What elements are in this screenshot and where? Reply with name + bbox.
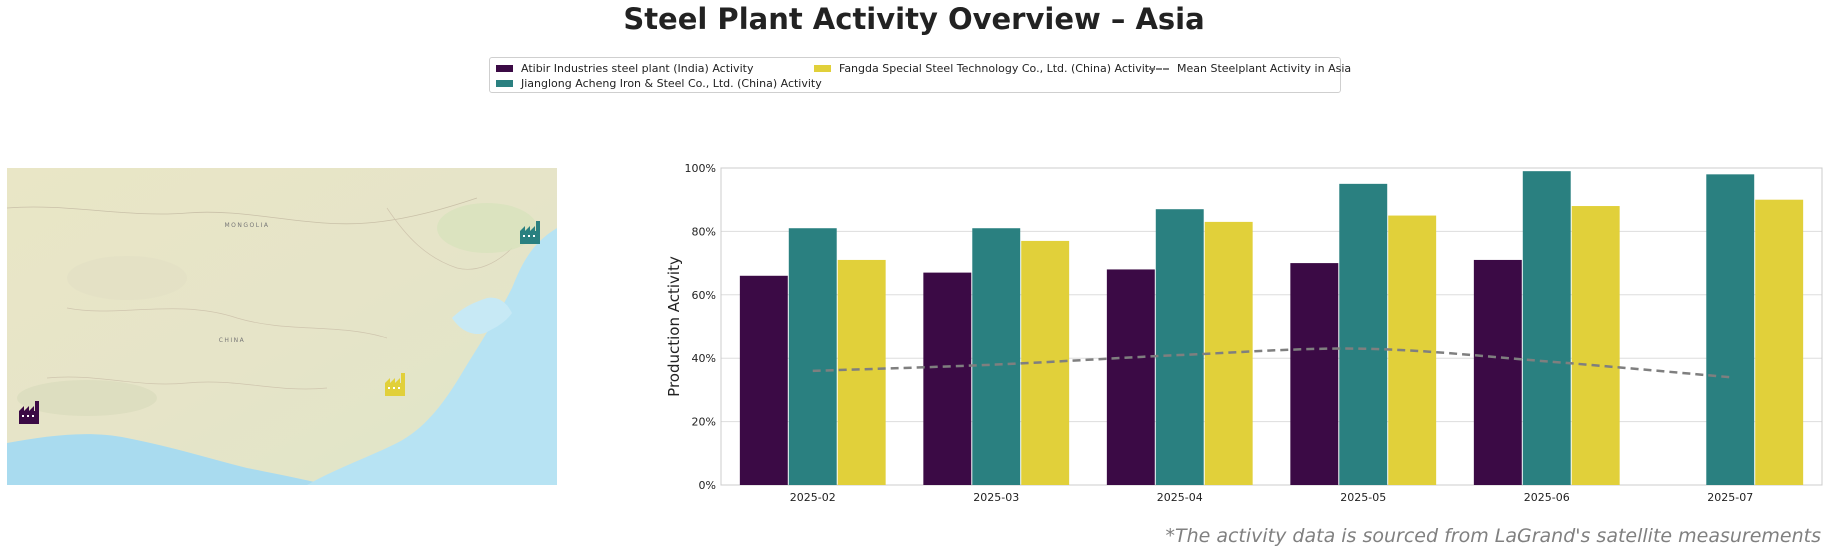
legend-swatch-mean xyxy=(1149,67,1169,70)
y-tick-label: 60% xyxy=(692,289,716,302)
x-tick-label: 2025-07 xyxy=(1707,491,1753,504)
map-label-china: CHINA xyxy=(219,337,246,344)
chart-legend: Atibir Industries steel plant (India) Ac… xyxy=(489,57,1351,93)
map-svg: MONGOLIA CHINA xyxy=(7,168,557,485)
legend-swatch-atibir xyxy=(496,65,513,72)
map-label-mongolia: MONGOLIA xyxy=(225,222,270,229)
factory-icon xyxy=(385,373,405,396)
legend-item-jianglong: Jianglong Acheng Iron & Steel Co., Ltd. … xyxy=(496,77,822,90)
map-terrain xyxy=(67,256,187,300)
bar xyxy=(1106,269,1155,485)
map-terrain xyxy=(17,380,157,416)
bar xyxy=(1021,240,1070,485)
map-bay-of-bengal xyxy=(7,434,327,485)
x-tick-label: 2025-06 xyxy=(1524,491,1570,504)
plant-location-map: MONGOLIA CHINA xyxy=(7,168,557,485)
legend-item-mean: Mean Steelplant Activity in Asia xyxy=(1149,62,1351,75)
bar xyxy=(1473,259,1522,485)
y-tick-label: 0% xyxy=(699,479,716,492)
map-yellow-sea xyxy=(452,297,512,335)
legend-label-jianglong: Jianglong Acheng Iron & Steel Co., Ltd. … xyxy=(521,77,822,90)
bar xyxy=(1339,183,1388,485)
source-footnote: *The activity data is sourced from LaGra… xyxy=(1165,525,1821,547)
bar xyxy=(923,272,972,485)
factory-icon xyxy=(19,401,39,424)
y-tick-label: 100% xyxy=(685,162,716,175)
bar xyxy=(1571,206,1620,485)
bar xyxy=(1522,171,1571,486)
bar xyxy=(739,275,788,485)
legend-swatch-fangda xyxy=(814,65,831,72)
chart-svg: 0% 20% 40% 60% 80% 100% Production Activity 202… xyxy=(665,162,1823,504)
bar xyxy=(1155,209,1204,485)
page-title: Steel Plant Activity Overview – Asia xyxy=(623,2,1205,36)
x-tick-label: 2025-02 xyxy=(790,491,836,504)
legend-item-atibir: Atibir Industries steel plant (India) Ac… xyxy=(496,62,753,75)
map-terrain xyxy=(437,203,537,253)
legend-label-fangda: Fangda Special Steel Technology Co., Ltd… xyxy=(839,62,1156,75)
bar xyxy=(972,228,1021,485)
activity-bar-chart: 0% 20% 40% 60% 80% 100% Production Activity 202… xyxy=(660,155,1828,505)
x-tick-label: 2025-04 xyxy=(1157,491,1203,504)
mean-activity-line xyxy=(812,347,1731,379)
map-border xyxy=(66,307,388,339)
map-pacific xyxy=(307,228,557,485)
legend-label-mean: Mean Steelplant Activity in Asia xyxy=(1177,62,1352,75)
map-border xyxy=(7,197,478,225)
map-border xyxy=(386,207,513,270)
bar xyxy=(1290,263,1339,485)
x-tick-label: 2025-05 xyxy=(1340,491,1386,504)
map-border xyxy=(46,376,328,390)
bar xyxy=(1706,174,1755,485)
y-tick-label: 80% xyxy=(692,225,716,238)
y-axis-label: Production Activity xyxy=(665,256,683,397)
x-tick-label: 2025-03 xyxy=(973,491,1019,504)
y-tick-label: 20% xyxy=(692,416,716,429)
legend-item-fangda: Fangda Special Steel Technology Co., Ltd… xyxy=(814,62,1156,75)
bar xyxy=(837,259,886,485)
legend-label-atibir: Atibir Industries steel plant (India) Ac… xyxy=(521,62,754,75)
legend-swatch-jianglong xyxy=(496,80,513,87)
plot-frame xyxy=(720,167,1823,486)
bar xyxy=(788,228,837,485)
bar xyxy=(1755,199,1804,485)
y-tick-label: 40% xyxy=(692,352,716,365)
factory-icon xyxy=(520,221,540,244)
